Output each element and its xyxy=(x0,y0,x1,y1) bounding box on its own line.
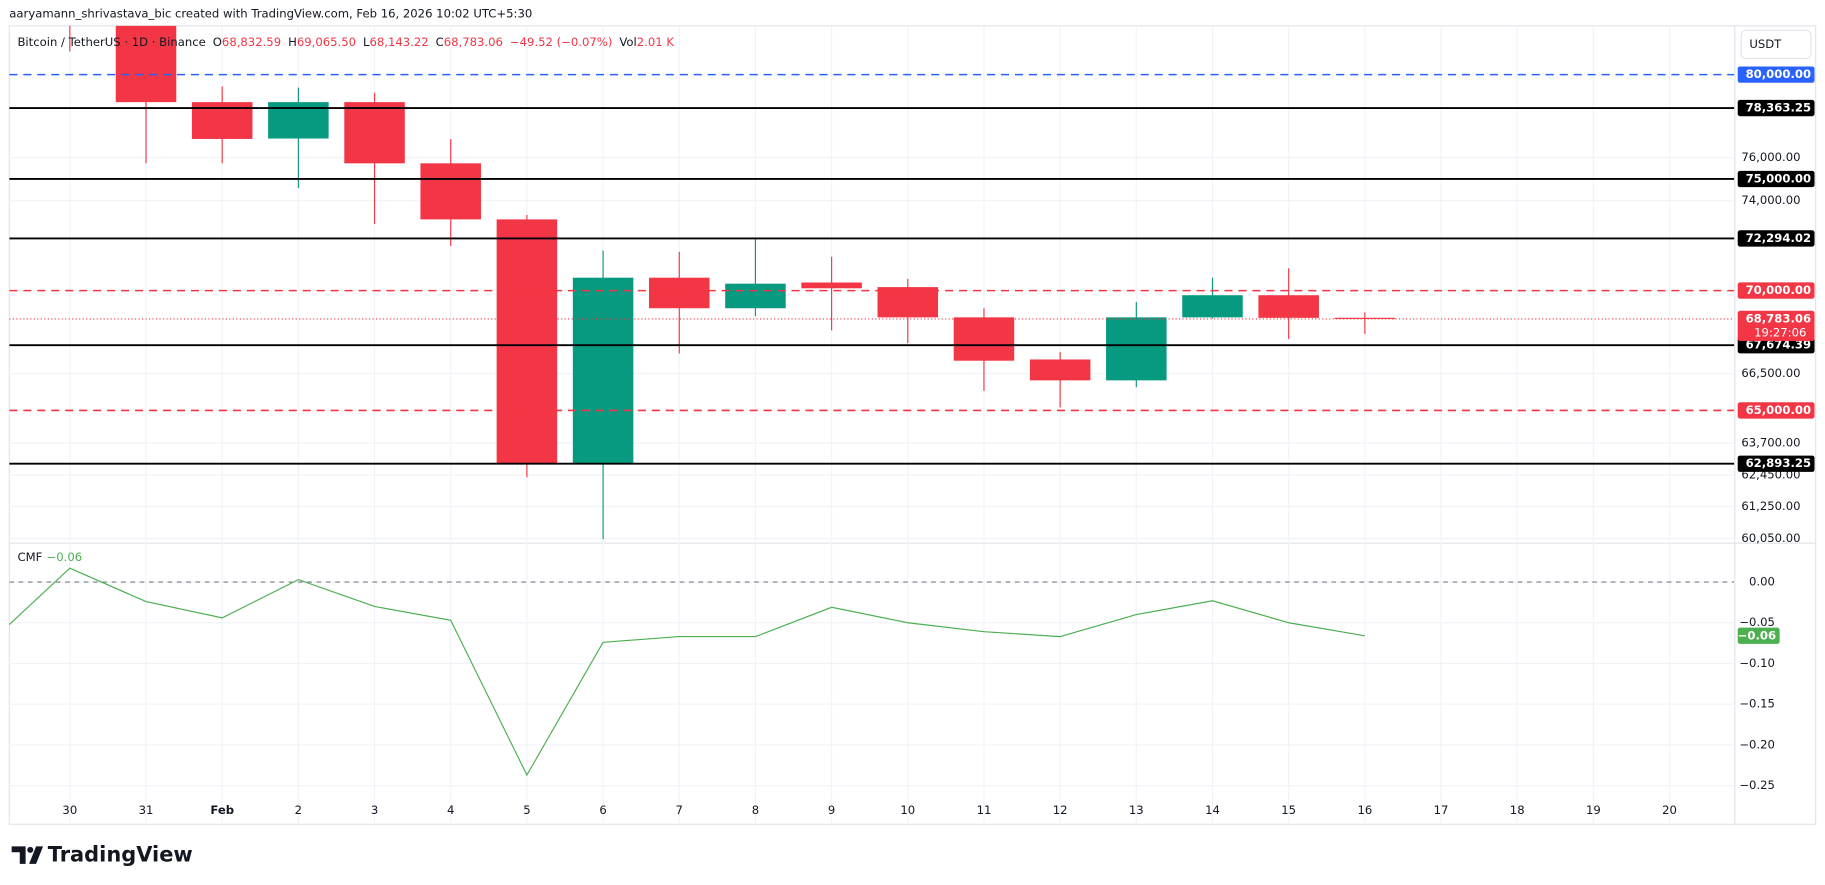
legend-h: 69,065.50 xyxy=(297,35,356,49)
legend-vol: 2.01 K xyxy=(637,35,675,49)
x-tick-label: 4 xyxy=(447,803,454,817)
y-tick-label: 60,050.00 xyxy=(1741,531,1800,545)
cmf-value: −0.06 xyxy=(47,550,83,564)
cmf-badge xyxy=(1737,627,1780,644)
x-tick-label: 11 xyxy=(977,803,992,817)
cmf-line xyxy=(9,567,1365,777)
candle-body xyxy=(648,277,710,309)
cmf-badge-label: −0.06 xyxy=(1738,628,1776,642)
x-tick-label: 17 xyxy=(1434,803,1449,817)
symbol: Bitcoin / TetherUS · 1D · Binance xyxy=(17,35,205,49)
x-tick-label: 10 xyxy=(900,803,915,817)
candle-body xyxy=(877,287,939,318)
price-badge-label: 72,294.02 xyxy=(1746,231,1811,245)
x-tick-label: 20 xyxy=(1662,803,1677,817)
price-badge xyxy=(1737,402,1815,419)
x-tick-label: 3 xyxy=(371,803,378,817)
price-badge-label: 62,893.25 xyxy=(1746,456,1811,470)
price-badge-label: 78,363.25 xyxy=(1746,101,1811,115)
candle-body xyxy=(1182,295,1243,318)
x-tick-label: 18 xyxy=(1510,803,1525,817)
y-tick-label: 66,500.00 xyxy=(1741,366,1800,380)
y-tick-label: −0.25 xyxy=(1739,778,1775,792)
candle-body xyxy=(420,163,481,220)
candle-body xyxy=(801,282,862,289)
candle-body xyxy=(1029,359,1091,381)
y-tick-label: 63,700.00 xyxy=(1741,436,1800,450)
candle-body xyxy=(1334,317,1396,319)
x-tick-label: 12 xyxy=(1053,803,1068,817)
candle-body xyxy=(344,102,405,164)
price-badge xyxy=(1737,282,1815,299)
y-tick-label: 74,000.00 xyxy=(1741,193,1800,207)
header: aaryamann_shrivastava_bic created with T… xyxy=(9,7,532,21)
x-tick-label: 5 xyxy=(523,803,530,817)
x-tick-label: 7 xyxy=(676,803,683,817)
y-tick-label: 76,000.00 xyxy=(1741,150,1800,164)
legend-h-label: H xyxy=(288,35,297,49)
price-badge-label: 80,000.00 xyxy=(1746,67,1811,81)
candle-body xyxy=(496,219,558,464)
x-tick-label: Feb xyxy=(210,803,234,817)
price-badge xyxy=(1737,230,1815,247)
price-badge-label: 75,000.00 xyxy=(1746,171,1811,185)
x-tick-label: 13 xyxy=(1129,803,1144,817)
y-tick-label: 61,250.00 xyxy=(1741,499,1800,513)
x-tick-label: 2 xyxy=(295,803,302,817)
price-badge-label: 70,000.00 xyxy=(1746,283,1811,297)
countdown: 19:27:06 xyxy=(1754,325,1806,339)
legend-vol-label: Vol xyxy=(619,35,636,49)
legend-c-label: C xyxy=(436,35,444,49)
price-badge xyxy=(1737,170,1815,188)
currency-button[interactable] xyxy=(1740,29,1812,59)
price-badge-label: 68,783.06 xyxy=(1746,311,1811,325)
logo-icon xyxy=(11,846,44,864)
legend-o-label: O xyxy=(213,35,222,49)
cmf-title: CMF xyxy=(17,550,42,564)
candle-body xyxy=(953,317,1015,361)
y-tick-label: −0.20 xyxy=(1739,737,1775,751)
legend-l-label: L xyxy=(363,35,370,49)
y-tick-label: −0.10 xyxy=(1739,656,1775,670)
y-tick-label: 0.00 xyxy=(1749,575,1775,589)
price-badge xyxy=(1737,310,1815,342)
price-badge xyxy=(1737,99,1815,117)
price-badge-label: 65,000.00 xyxy=(1746,403,1811,417)
candle-body xyxy=(1106,317,1167,381)
x-tick-label: 16 xyxy=(1357,803,1372,817)
price-badge xyxy=(1737,337,1815,354)
y-tick-label: −0.15 xyxy=(1739,697,1775,711)
legend-change: −49.52 (−0.07%) xyxy=(510,35,612,49)
x-tick-label: 8 xyxy=(752,803,759,817)
frame xyxy=(8,25,1817,825)
legend-o: 68,832.59 xyxy=(222,35,281,49)
currency[interactable]: USDT xyxy=(1749,37,1782,51)
x-tick-label: 14 xyxy=(1205,803,1220,817)
legend-c: 68,783.06 xyxy=(444,35,503,49)
price-badge xyxy=(1737,455,1815,472)
candle-body xyxy=(1258,295,1319,318)
price-badge-label: 67,674.39 xyxy=(1746,338,1811,352)
symbol-legend: Bitcoin / TetherUS · 1D · Binance O68,832… xyxy=(17,35,674,49)
x-tick-label: 6 xyxy=(599,803,606,817)
x-tick-label: 30 xyxy=(62,803,77,817)
x-tick-label: 9 xyxy=(828,803,835,817)
x-tick-label: 19 xyxy=(1586,803,1601,817)
legend-l: 68,143.22 xyxy=(369,35,428,49)
x-tick-label: 31 xyxy=(139,803,154,817)
candle-body xyxy=(725,283,786,309)
logo-text: TradingView xyxy=(48,843,193,867)
candle-body xyxy=(115,25,177,103)
price-badge xyxy=(1737,66,1815,83)
candle-body xyxy=(572,277,634,464)
y-tick-label: −0.05 xyxy=(1739,615,1775,629)
x-tick-label: 15 xyxy=(1281,803,1296,817)
